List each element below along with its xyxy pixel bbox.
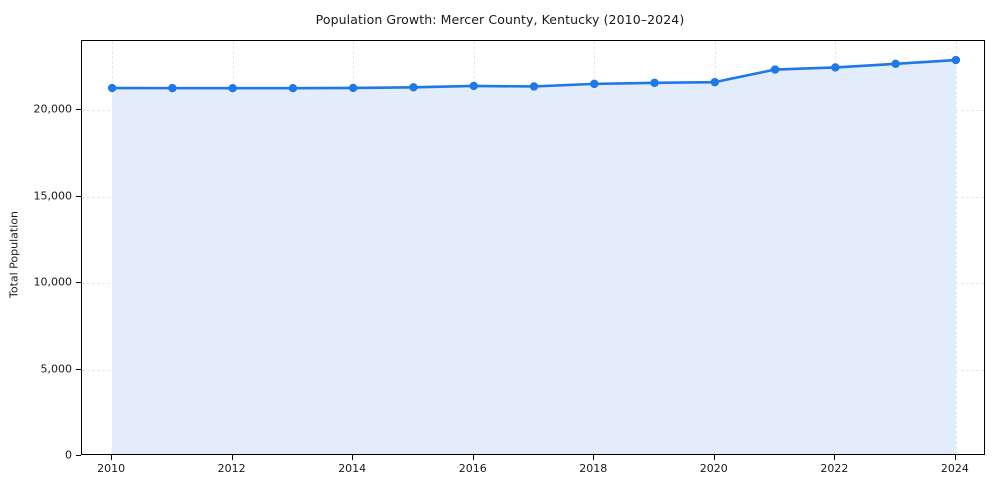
x-axis-tick-label: 2012 xyxy=(217,462,246,475)
data-point-marker xyxy=(288,84,298,93)
x-axis-tick-label: 2022 xyxy=(820,462,849,475)
y-axis-tick-mark xyxy=(76,455,81,456)
x-axis-tick-label: 2014 xyxy=(338,462,367,475)
chart-title: Population Growth: Mercer County, Kentuc… xyxy=(315,12,685,27)
x-axis-tick-mark xyxy=(472,455,474,460)
data-point-marker xyxy=(770,65,780,74)
y-axis-label: Total Population xyxy=(7,211,21,298)
y-axis-tick-mark xyxy=(76,195,81,197)
x-axis-tick-label: 2024 xyxy=(940,462,969,475)
data-point-marker xyxy=(710,77,719,87)
data-point-marker xyxy=(529,82,539,91)
data-point-marker xyxy=(891,59,900,69)
y-axis-tick-mark xyxy=(76,368,81,370)
y-axis-tick-label: 20,000 xyxy=(33,102,73,116)
y-axis-tick-mark xyxy=(76,282,81,284)
x-axis-tick-mark xyxy=(352,455,354,460)
data-point-marker xyxy=(349,83,358,93)
x-axis-tick-label: 2018 xyxy=(579,462,608,475)
data-point-marker xyxy=(590,79,599,89)
data-point-marker xyxy=(107,83,117,93)
data-point-marker xyxy=(469,81,478,91)
y-axis-tick-label: 0 xyxy=(65,448,72,462)
x-axis-tick-mark xyxy=(593,455,595,460)
x-axis-tick-mark xyxy=(231,455,233,460)
population-series xyxy=(107,55,961,454)
x-axis-tick-mark xyxy=(111,455,113,460)
gridline-vertical xyxy=(955,41,957,454)
plot-area xyxy=(81,40,985,455)
y-axis-tick-label: 10,000 xyxy=(33,275,73,289)
y-axis-tick-label: 15,000 xyxy=(33,189,73,203)
data-point-marker xyxy=(168,83,177,93)
y-axis-tick-label: 5,000 xyxy=(40,362,73,376)
data-point-marker xyxy=(650,78,659,88)
x-axis-tick-mark xyxy=(713,455,715,460)
x-axis-tick-label: 2010 xyxy=(97,462,126,475)
x-axis-tick-mark xyxy=(954,455,956,460)
x-axis-tick-label: 2016 xyxy=(458,462,487,475)
data-point-marker xyxy=(951,55,961,65)
x-axis-tick-mark xyxy=(834,455,836,460)
y-axis-tick-mark xyxy=(76,109,81,111)
data-point-marker xyxy=(831,63,840,72)
data-point-marker xyxy=(228,84,237,93)
data-point-marker xyxy=(409,83,418,92)
x-axis-tick-label: 2020 xyxy=(699,462,728,475)
area-fill xyxy=(112,60,956,454)
